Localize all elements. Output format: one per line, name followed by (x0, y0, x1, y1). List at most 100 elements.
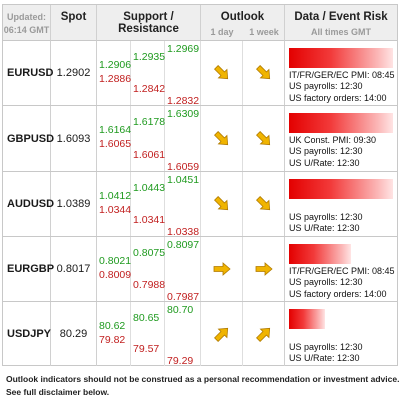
event-list: US payrolls: 12:30 US U/Rate: 12:30 (289, 342, 395, 365)
pair-name: EURGBP (3, 237, 55, 301)
outlook-cell (201, 106, 285, 171)
event-item: UK Const. PMI: 09:30 (289, 135, 377, 145)
sr-column (165, 41, 201, 105)
arrow-down-right-icon (243, 106, 285, 171)
header-support-resistance: Support / Resistance (97, 5, 201, 41)
resistance-level: 1.0443 (133, 182, 166, 194)
spot-price: 1.6093 (51, 106, 97, 171)
table-row: AUDUSD 1.0389 1.0451 1.0443 1.0412 1.0344 1.03… (3, 172, 397, 238)
arrow-down-right-icon (201, 172, 243, 236)
sr-column (97, 172, 131, 236)
sr-column (131, 106, 165, 171)
table-row: USDJPY 80.29 80.70 80.65 80.62 79.82 79.57 79.2… (3, 302, 397, 367)
header-risk-label: Data / Event Risk (294, 11, 388, 23)
support-level: 1.2832 (167, 95, 200, 107)
table-row: EURUSD 1.2902 1.2969 1.2935 1.2906 1.2886 1.28… (3, 41, 397, 107)
risk-bar (289, 309, 325, 329)
outlook-cell (201, 172, 285, 236)
support-level: 1.0344 (99, 204, 132, 216)
resistance-level: 1.6309 (167, 108, 200, 120)
support-level: 1.6061 (133, 149, 166, 161)
updated-time: 06:14 GMT (3, 25, 50, 35)
pair-name: EURUSD (3, 41, 54, 105)
spot-value: 80.29 (59, 328, 88, 340)
table-row: GBPUSD 1.6093 1.6309 1.6178 1.6164 1.6065 1.60… (3, 106, 397, 173)
resistance-level: 1.2935 (133, 51, 166, 63)
sr-column (165, 172, 201, 236)
support-level: 0.7988 (133, 279, 166, 291)
updated-label: Updated: (7, 12, 46, 22)
support-level: 79.57 (133, 343, 160, 355)
event-risk-cell: US payrolls: 12:30 US U/Rate: 12:30 (285, 172, 397, 236)
forex-outlook-table: Updated: 06:14 GMT Spot Support / Resist… (2, 4, 398, 367)
pair-label: EURUSD (7, 67, 54, 79)
event-risk-cell: UK Const. PMI: 09:30 US payrolls: 12:30 US… (285, 106, 397, 171)
support-resistance-cell: 0.8097 0.8075 0.8021 0.8009 0.7988 0.7987 (97, 237, 201, 303)
event-item: US payrolls: 12:30 (289, 342, 363, 352)
sr-column (131, 302, 165, 366)
event-list: IT/FR/GER/EC PMI: 08:45 US payrolls: 12:3… (289, 70, 395, 104)
resistance-level: 1.6178 (133, 116, 166, 128)
outlook-cell (201, 41, 285, 105)
sr-column (97, 106, 131, 171)
event-list: UK Const. PMI: 09:30 US payrolls: 12:30 US… (289, 135, 395, 169)
pair-name: GBPUSD (3, 106, 54, 171)
sr-column (97, 302, 131, 366)
arrow-down-right-icon (243, 172, 285, 236)
sr-column (131, 237, 165, 301)
event-item: US payrolls: 12:30 (289, 277, 363, 288)
resistance-level: 0.8075 (133, 247, 166, 259)
spot-value: 1.2902 (56, 67, 91, 79)
arrow-up-right-icon (243, 302, 285, 366)
event-item: US payrolls: 12:30 (289, 81, 363, 92)
header-all-times: All times GMT (310, 27, 371, 37)
spot-value: 0.8017 (56, 263, 91, 275)
event-item: US U/Rate: 12:30 (289, 157, 360, 168)
resistance-level: 0.8021 (99, 255, 132, 267)
risk-bar (289, 113, 393, 133)
resistance-level: 1.6164 (99, 124, 132, 136)
support-level: 1.6065 (99, 138, 132, 150)
header-outlook-label: Outlook (220, 11, 265, 23)
outlook-cell (201, 237, 285, 301)
sr-column (131, 41, 165, 105)
arrow-right-icon (201, 237, 243, 301)
support-level: 1.2842 (133, 83, 166, 95)
disclaimer-line-2: See full disclaimer below. (6, 387, 110, 397)
pair-label: EURGBP (7, 263, 55, 275)
header-outlook: Outlook 1 day 1 week (201, 5, 285, 41)
resistance-level: 1.2906 (99, 59, 132, 71)
sr-column (97, 41, 131, 105)
resistance-level: 0.8097 (167, 239, 200, 251)
header-data-event-risk: Data / Event Risk All times GMT (285, 5, 397, 41)
sr-column (131, 172, 165, 236)
disclaimer: Outlook indicators should not be constru… (6, 373, 399, 399)
arrow-up-right-icon (201, 302, 243, 366)
resistance-level: 80.70 (167, 304, 194, 316)
header-sr-label: Support / Resistance (118, 11, 179, 35)
event-item: IT/FR/GER/EC PMI: 08:45 (289, 70, 395, 80)
support-resistance-cell: 1.0451 1.0443 1.0412 1.0344 1.0341 1.0338 (97, 172, 201, 238)
header-updated: Updated: 06:14 GMT (3, 5, 51, 41)
event-item: IT/FR/GER/EC PMI: 08:45 (289, 266, 395, 276)
support-level: 1.0341 (133, 214, 166, 226)
table-row: EURGBP 0.8017 0.8097 0.8075 0.8021 0.8009 0.79… (3, 237, 397, 303)
support-resistance-cell: 1.2969 1.2935 1.2906 1.2886 1.2842 1.2832 (97, 41, 201, 107)
resistance-level: 80.62 (99, 320, 126, 332)
spot-price: 1.0389 (51, 172, 97, 236)
support-level: 0.8009 (99, 269, 132, 281)
arrow-down-right-icon (201, 106, 243, 171)
arrow-down-right-icon (201, 41, 243, 105)
sr-column (97, 237, 131, 301)
header-spot-label: Spot (60, 11, 87, 23)
support-level: 79.82 (99, 334, 126, 346)
pair-label: USDJPY (7, 328, 52, 340)
disclaimer-line-1: Outlook indicators should not be constru… (6, 374, 400, 384)
pair-name: USDJPY (3, 302, 51, 366)
support-level: 0.7987 (167, 291, 200, 303)
support-level: 1.6059 (167, 161, 200, 173)
event-risk-cell: US payrolls: 12:30 US U/Rate: 12:30 (285, 302, 397, 366)
event-list: IT/FR/GER/EC PMI: 08:45 US payrolls: 12:3… (289, 266, 395, 300)
spot-value: 1.0389 (56, 198, 91, 210)
support-resistance-cell: 80.70 80.65 80.62 79.82 79.57 79.29 (97, 302, 201, 367)
